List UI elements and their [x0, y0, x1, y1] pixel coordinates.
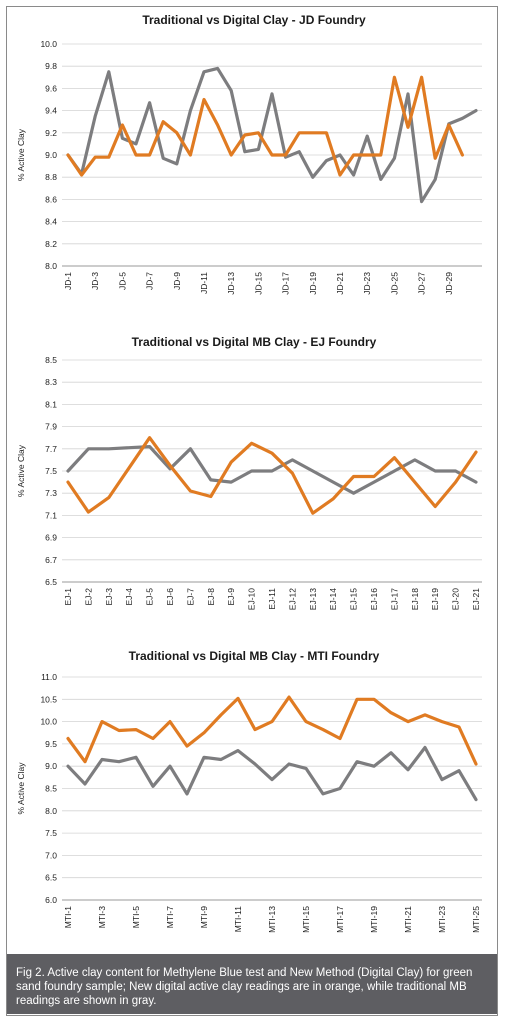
x-tick-label: JD-27: [417, 272, 427, 295]
y-tick-label: 6.5: [45, 577, 57, 587]
x-tick-label: EJ-11: [267, 588, 277, 610]
x-tick-label: MTI-3: [97, 906, 107, 928]
y-tick-label: 8.2: [45, 239, 57, 249]
digital-series-line: [66, 695, 478, 766]
y-tick-label: 6.5: [45, 873, 57, 883]
x-tick-label: EJ-17: [389, 588, 399, 610]
y-tick-label: 8.4: [45, 217, 57, 227]
x-tick-label: JD-9: [172, 272, 182, 290]
x-tick-label: MTI-5: [131, 906, 141, 928]
y-tick-label: 7.9: [45, 422, 57, 432]
x-tick-label: EJ-9: [226, 588, 236, 606]
figure-caption: Fig 2. Active clay content for Methylene…: [7, 954, 497, 1014]
x-tick-label: EJ-15: [349, 588, 359, 610]
y-tick-label: 9.2: [45, 128, 57, 138]
x-tick-label: JD-7: [145, 272, 155, 290]
chart-ej-foundry: Traditional vs Digital MB Clay - EJ Foun…: [16, 335, 482, 610]
y-tick-label: 9.8: [45, 61, 57, 71]
x-tick-label: MTI-21: [403, 906, 413, 933]
y-tick-label: 9.0: [45, 761, 57, 771]
x-tick-label: EJ-4: [124, 588, 134, 606]
x-tick-label: EJ-7: [185, 588, 195, 606]
chart-title: Traditional vs Digital MB Clay - MTI Fou…: [129, 649, 380, 663]
x-tick-label: EJ-1: [63, 588, 73, 606]
x-tick-label: EJ-13: [308, 588, 318, 610]
y-axis-label: % Active Clay: [16, 128, 26, 181]
x-tick-label: EJ-14: [328, 588, 338, 610]
x-tick-label: EJ-2: [83, 588, 93, 606]
y-tick-label: 8.6: [45, 194, 57, 204]
x-tick-label: MTI-11: [233, 906, 243, 933]
chart-mti-foundry: Traditional vs Digital MB Clay - MTI Fou…: [16, 649, 482, 933]
y-tick-label: 10.5: [40, 694, 57, 704]
x-tick-label: JD-17: [281, 272, 291, 295]
y-tick-label: 8.8: [45, 172, 57, 182]
y-tick-label: 8.5: [45, 355, 57, 365]
y-tick-label: 8.0: [45, 261, 57, 271]
y-tick-label: 10.0: [40, 39, 57, 49]
x-tick-label: EJ-18: [410, 588, 420, 610]
digital-series-line: [66, 436, 478, 515]
x-tick-label: EJ-20: [451, 588, 461, 610]
x-tick-label: JD-25: [389, 272, 399, 295]
x-tick-label: MTI-1: [63, 906, 73, 928]
y-tick-label: 7.5: [45, 466, 57, 476]
x-tick-label: JD-11: [199, 272, 209, 294]
x-tick-label: MTI-23: [437, 906, 447, 933]
x-tick-label: MTI-19: [369, 906, 379, 933]
x-tick-label: EJ-12: [287, 588, 297, 610]
x-tick-label: EJ-16: [369, 588, 379, 610]
x-tick-label: JD-3: [90, 272, 100, 290]
x-tick-label: EJ-6: [165, 588, 175, 606]
x-tick-label: EJ-5: [145, 588, 155, 606]
y-tick-label: 9.6: [45, 83, 57, 93]
x-tick-label: EJ-10: [247, 588, 257, 610]
y-tick-label: 7.0: [45, 850, 57, 860]
x-tick-label: EJ-21: [471, 588, 481, 610]
y-axis-label: % Active Clay: [16, 762, 26, 815]
y-tick-label: 6.9: [45, 533, 57, 543]
y-tick-label: 8.5: [45, 784, 57, 794]
x-tick-label: MTI-7: [165, 906, 175, 928]
x-tick-label: EJ-8: [206, 588, 216, 606]
y-tick-label: 10.0: [40, 717, 57, 727]
x-tick-label: EJ-19: [430, 588, 440, 610]
traditional-series-line: [66, 444, 478, 495]
x-tick-label: MTI-9: [199, 906, 209, 928]
chart-title: Traditional vs Digital Clay - JD Foundry: [142, 13, 366, 27]
traditional-series-line: [66, 66, 478, 204]
x-tick-label: MTI-13: [267, 906, 277, 933]
y-tick-label: 8.0: [45, 806, 57, 816]
y-tick-label: 6.7: [45, 555, 57, 565]
x-tick-label: JD-15: [253, 272, 263, 295]
y-tick-label: 7.5: [45, 828, 57, 838]
y-tick-label: 9.4: [45, 106, 57, 116]
y-tick-label: 11.0: [41, 672, 57, 682]
chart-title: Traditional vs Digital MB Clay - EJ Foun…: [132, 335, 377, 349]
y-tick-label: 9.5: [45, 739, 57, 749]
x-tick-label: JD-23: [362, 272, 372, 295]
chart-jd-foundry: Traditional vs Digital Clay - JD Foundry…: [16, 13, 482, 295]
y-axis-label: % Active Clay: [16, 444, 26, 497]
x-tick-label: JD-29: [444, 272, 454, 295]
x-tick-label: JD-1: [63, 272, 73, 290]
x-tick-label: MTI-17: [335, 906, 345, 933]
y-tick-label: 7.3: [45, 488, 57, 498]
y-tick-label: 6.0: [45, 895, 57, 905]
x-tick-label: JD-19: [308, 272, 318, 295]
digital-series-line: [66, 75, 464, 177]
y-tick-label: 7.7: [45, 444, 57, 454]
y-tick-label: 8.1: [45, 399, 57, 409]
x-tick-label: EJ-3: [104, 588, 114, 606]
y-tick-label: 9.0: [45, 150, 57, 160]
x-tick-label: MTI-15: [301, 906, 311, 933]
x-tick-label: JD-21: [335, 272, 345, 295]
traditional-series-line: [66, 745, 478, 802]
x-tick-label: JD-5: [117, 272, 127, 290]
x-tick-label: JD-13: [226, 272, 236, 295]
x-tick-label: MTI-25: [471, 906, 481, 933]
y-tick-label: 8.3: [45, 377, 57, 387]
y-tick-label: 7.1: [45, 510, 57, 520]
